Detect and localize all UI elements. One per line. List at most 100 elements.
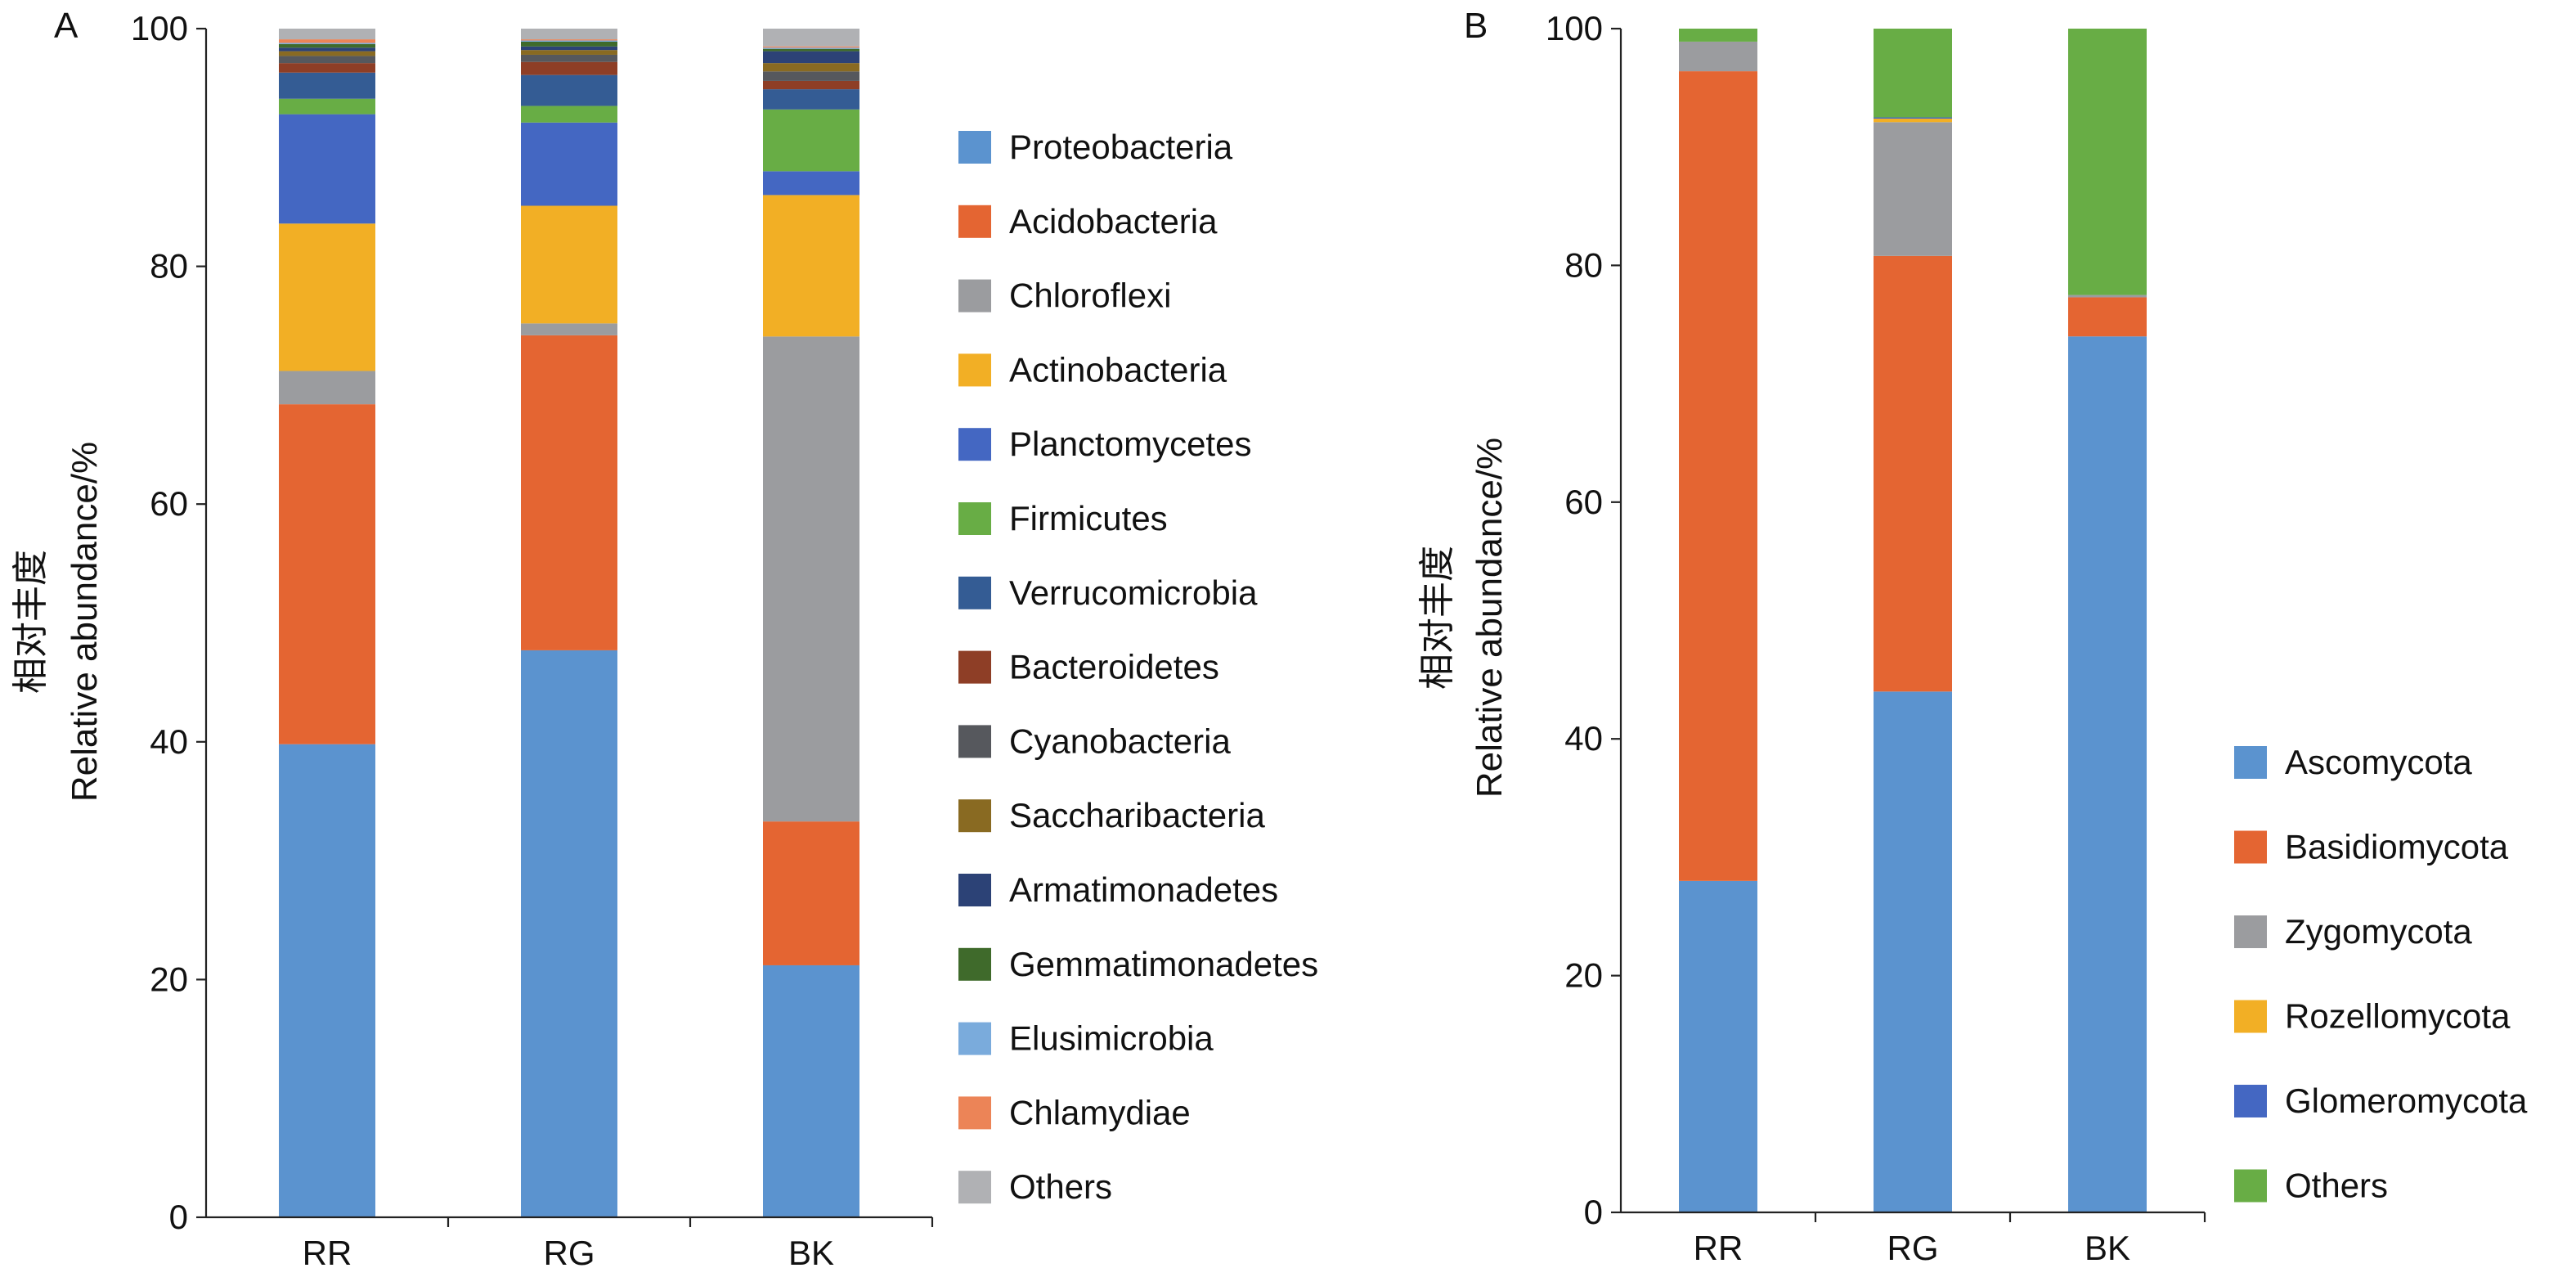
panel-a-bar-bk-cyanobacteria — [763, 71, 859, 81]
panel-a-y-tick-label: 60 — [150, 484, 188, 523]
panel-a-bar-bk-elusimicrobia — [763, 47, 859, 49]
panel-a-bar-rg-chloroflexi — [521, 323, 617, 335]
panel-a-bar-rg-chlamydiae — [521, 39, 617, 41]
panel-a-bar-rr-proteobacteria — [279, 744, 375, 1217]
panel-b-y-axis-title: Relative abundance/% — [1470, 438, 1510, 798]
panel-a-y-axis-title-cn: 相对丰度 — [10, 550, 52, 694]
panel-b-legend-label-zygomycota: Zygomycota — [2285, 912, 2472, 951]
panel-a-chart: A Relative abundance/% 相对丰度 RR RG BK 0 20 40 60 80… — [10, 6, 1318, 1272]
panel-b-bar-rg-ascomycota — [1874, 691, 1952, 1212]
panel-a-legend-label-chloroflexi: Chloroflexi — [1009, 277, 1171, 315]
panel-b-legend-label-others: Others — [2285, 1167, 2388, 1205]
panel-a-legend-swatch-chloroflexi — [958, 279, 991, 313]
panel-a-bar-bk-others — [763, 29, 859, 47]
panel-a-legend-label-saccharibacteria: Saccharibacteria — [1009, 796, 1265, 834]
panel-a-bar-bk-chloroflexi — [763, 336, 859, 822]
panel-a-panel-label: A — [54, 6, 79, 46]
panel-a-bar-rg-elusimicrobia — [521, 40, 617, 42]
panel-b-y-tick-label: 0 — [1584, 1193, 1603, 1231]
panel-b-x-tick-label: RG — [1887, 1229, 1939, 1267]
panel-a-legend-swatch-saccharibacteria — [958, 799, 991, 833]
panel-a-legend-label-actinobacteria: Actinobacteria — [1009, 350, 1227, 389]
panel-a-y-axis-title: Relative abundance/% — [65, 442, 105, 802]
panel-a-legend-swatch-armatimonadetes — [958, 874, 991, 906]
panel-a-bar-rg-firmicutes — [521, 106, 617, 123]
panel-b-y-tick-label: 100 — [1546, 9, 1603, 47]
panel-b-bar-rg-others — [1874, 29, 1952, 118]
panel-b-chart: B Relative abundance/% 相对丰度 RR RG BK 0 20 40 60 80… — [1416, 6, 2528, 1267]
panel-a-bar-rr-actinobacteria — [279, 223, 375, 371]
panel-a-legend-swatch-proteobacteria — [958, 131, 991, 164]
panel-b-y-tick-label: 20 — [1564, 956, 1603, 995]
panel-a-y-tick-label: 80 — [150, 247, 188, 286]
panel-a-bar-rr-firmicutes — [279, 98, 375, 115]
panel-b-bar-rr-zygomycota — [1679, 41, 1757, 72]
panel-a-bar-rg-verrucomicrobia — [521, 74, 617, 106]
panel-a-legend-swatch-chlamydiae — [958, 1096, 991, 1130]
panel-a-bar-rg-proteobacteria — [521, 650, 617, 1217]
panel-a-bar-bk-proteobacteria — [763, 964, 859, 1217]
panel-a-bar-bk-gemmatimonadetes — [763, 48, 859, 52]
panel-b-legend-label-rozellomycota: Rozellomycota — [2285, 997, 2511, 1036]
panel-a-bar-rr-acidobacteria — [279, 404, 375, 744]
panel-a-bar-bk-bacteroidetes — [763, 80, 859, 90]
panel-a-legend-swatch-firmicutes — [958, 502, 991, 535]
panel-a-legend-swatch-acidobacteria — [958, 205, 991, 238]
panel-b-y-tick-label: 60 — [1564, 483, 1603, 521]
panel-a-bar-rg-acidobacteria — [521, 335, 617, 650]
panel-a-bar-rg-saccharibacteria — [521, 50, 617, 55]
panel-a-bar-rg-gemmatimonadetes — [521, 41, 617, 47]
panel-a-legend-label-acidobacteria: Acidobacteria — [1009, 202, 1218, 241]
panel-a-x-tick-label: RR — [303, 1234, 352, 1272]
panel-a-legend-label-armatimonadetes: Armatimonadetes — [1009, 870, 1278, 909]
panel-a-bar-bk-actinobacteria — [763, 195, 859, 337]
panel-b-legend-swatch-rozellomycota — [2234, 1000, 2267, 1033]
panel-a-bar-rr-bacteroidetes — [279, 63, 375, 73]
panel-b-legend-swatch-basidiomycota — [2234, 830, 2267, 864]
panel-a-bar-rg-armatimonadetes — [521, 46, 617, 51]
panel-a-bar-bk-saccharibacteria — [763, 63, 859, 72]
panel-b-bar-rr-ascomycota — [1679, 880, 1757, 1212]
panel-a-bar-rr-gemmatimonadetes — [279, 43, 375, 48]
panel-b-bar-bk-zygomycota — [2068, 295, 2147, 298]
panel-a-y-tick-label: 0 — [169, 1198, 188, 1236]
panel-a-legend-label-others: Others — [1009, 1167, 1112, 1206]
panel-b-bar-rr-basidiomycota — [1679, 71, 1757, 881]
panel-b-legend-swatch-glomeromycota — [2234, 1085, 2267, 1117]
panel-b-legend-label-ascomycota: Ascomycota — [2285, 743, 2472, 781]
panel-a-bar-rr-chloroflexi — [279, 371, 375, 405]
panel-a-y-tick-label: 40 — [150, 722, 188, 761]
panel-a-bar-rr-armatimonadetes — [279, 47, 375, 52]
panel-b-x-tick-label: RR — [1694, 1229, 1744, 1267]
panel-a-bar-rr-saccharibacteria — [279, 51, 375, 56]
panel-a-bar-rr-cyanobacteria — [279, 56, 375, 64]
panel-a-bar-rg-bacteroidetes — [521, 61, 617, 75]
panel-b-bar-rr-others — [1679, 29, 1757, 42]
panel-a-y-tick-label: 20 — [150, 960, 188, 998]
panel-b-panel-label: B — [1464, 6, 1488, 46]
panel-a-bar-rr-verrucomicrobia — [279, 72, 375, 99]
panel-a-legend-swatch-gemmatimonadetes — [958, 947, 991, 981]
panel-b-bar-bk-basidiomycota — [2068, 297, 2147, 337]
panel-a-y-tick-label: 100 — [131, 9, 188, 47]
panel-a-legend-swatch-others — [958, 1171, 991, 1204]
panel-b-y-tick-label: 40 — [1564, 719, 1603, 758]
panel-a-legend-swatch-planctomycetes — [958, 428, 991, 461]
panel-b-legend-label-glomeromycota: Glomeromycota — [2285, 1081, 2528, 1120]
panel-a-legend-label-firmicutes: Firmicutes — [1009, 499, 1168, 537]
panel-b-legend-swatch-zygomycota — [2234, 915, 2267, 948]
panel-b-y-tick-label: 80 — [1564, 245, 1603, 284]
panel-a-legend-swatch-cyanobacteria — [958, 725, 991, 758]
panel-a-bar-bk-firmicutes — [763, 109, 859, 172]
panel-b-bar-rg-rozellomycota — [1874, 118, 1952, 123]
panel-b-bar-bk-ascomycota — [2068, 336, 2147, 1213]
panel-a-bar-rg-others — [521, 29, 617, 40]
panel-a-legend-label-cyanobacteria: Cyanobacteria — [1009, 722, 1231, 760]
panel-a-x-tick-label: BK — [788, 1234, 834, 1272]
panel-a-bar-rr-others — [279, 29, 375, 40]
panel-b-bar-rg-zygomycota — [1874, 122, 1952, 256]
panel-a-bar-rg-actinobacteria — [521, 205, 617, 324]
panel-a-legend-label-gemmatimonadetes: Gemmatimonadetes — [1009, 945, 1318, 983]
panel-b-legend-swatch-others — [2234, 1169, 2267, 1203]
